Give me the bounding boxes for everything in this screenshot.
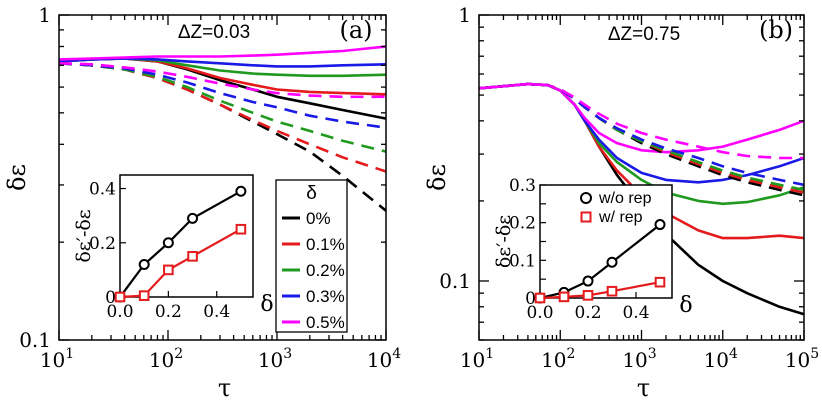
- inset-y-label: δε′-δε: [493, 215, 515, 268]
- inset-point-square: [235, 223, 247, 235]
- inset-point-circle: [582, 275, 594, 287]
- panel-label: (a): [339, 16, 372, 44]
- series-line-0-2-w-rep: [479, 82, 804, 192]
- inset-point-circle: [654, 219, 666, 231]
- inset-point-square: [558, 291, 570, 303]
- x-tick-label: 102: [149, 346, 183, 372]
- inset-x-tick-label: 0.0: [526, 303, 553, 323]
- y-tick-label: 1: [458, 3, 471, 27]
- legend-label: 0.5%: [306, 313, 345, 332]
- x-axis-label: τ: [218, 374, 231, 402]
- inset-point-square: [114, 291, 126, 303]
- series-line-0-1-w-rep: [479, 82, 804, 194]
- x-tick-label: 101: [40, 346, 74, 372]
- inset-point-square: [187, 251, 198, 262]
- inset-y-tick-label: 0.2: [89, 234, 116, 254]
- y-tick-label: 0.1: [19, 328, 51, 352]
- inset-x-label: δ: [679, 293, 692, 318]
- y-axis-label: δε: [423, 164, 451, 191]
- x-tick-label: 103: [258, 346, 292, 372]
- plot-frame: [58, 14, 387, 341]
- annotation-delta-z: ΔZ=0.75: [608, 24, 680, 45]
- series-line-0-5--norep: [59, 45, 386, 61]
- series-line-0-5-w-rep: [479, 82, 804, 160]
- inset: 0.0 0.2 0.4 0 0.2 0.4 δ δε′-δε: [73, 174, 274, 322]
- y-tick-label: 1: [38, 3, 51, 27]
- x-tick-label: 104: [367, 346, 401, 372]
- inset: 0.0 0.2 0.4 0 0.1 0.2 0.3 δ δε′-δε w/o rep w/ rep: [493, 176, 693, 323]
- inset-y-tick-label: 0: [105, 288, 116, 308]
- inset-x-label: δ: [260, 292, 273, 317]
- inset-y-tick-label: 0.2: [509, 214, 536, 234]
- legend-label: 0.2%: [306, 261, 345, 280]
- inset-frame: [119, 174, 254, 298]
- x-tick-label: 102: [541, 346, 575, 372]
- legend-frame: [275, 179, 348, 333]
- x-tick-label: 104: [704, 346, 738, 372]
- inset-point-square: [534, 292, 546, 304]
- inset-point-circle: [138, 258, 150, 270]
- x-tick-label: 101: [460, 346, 494, 372]
- inset-point-circle: [187, 212, 199, 224]
- annotation-delta-z: ΔZ=0.03: [178, 22, 250, 43]
- inset-point-square: [163, 264, 174, 276]
- inset-legend-label: w/o rep: [598, 190, 652, 207]
- series-line-0-w-rep: [479, 82, 804, 197]
- legend-label: 0.3%: [306, 287, 345, 306]
- series-line-0-5-w-rep: [59, 62, 386, 99]
- series-group: [59, 45, 386, 212]
- inset-y-tick-label: 0: [525, 289, 536, 309]
- inset-legend-label: w/ rep: [598, 209, 643, 226]
- inset-x-tick-label: 0.0: [106, 302, 133, 322]
- inset-point-circle: [235, 185, 247, 197]
- series-line-0-3-w-rep: [479, 82, 804, 187]
- inset-x-tick-label: 0.4: [622, 303, 649, 323]
- y-axis-label: δε: [3, 164, 31, 191]
- inset-x-tick-label: 0.2: [155, 302, 182, 322]
- inset-point-square: [582, 290, 594, 301]
- inset-point-circle: [606, 256, 618, 268]
- inset-y-label: δε′-δε: [73, 209, 95, 262]
- legend-label: 0.1%: [306, 235, 345, 254]
- inset-x-tick-label: 0.2: [574, 303, 601, 323]
- series-line-0-5--norep: [479, 82, 804, 154]
- inset-frame: [539, 184, 673, 299]
- legend-label: 0%: [306, 209, 331, 228]
- series-group: [479, 82, 804, 316]
- inset-point-square: [606, 285, 618, 297]
- x-tick-label: 105: [785, 346, 819, 372]
- inset-legend-marker: [580, 211, 592, 223]
- panel-label: (b): [759, 16, 793, 44]
- inset-y-tick-label: 0.3: [509, 176, 536, 196]
- inset-point-square: [654, 276, 666, 288]
- inset-point-circle: [162, 237, 174, 249]
- inset-y-tick-label: 0.1: [509, 251, 536, 271]
- inset-x-tick-label: 0.4: [203, 302, 230, 322]
- legend-title: δ: [306, 183, 317, 204]
- inset-legend-marker: [580, 192, 592, 204]
- legend: δ 0% 0.1% 0.2% 0.3% 0.5%: [275, 179, 348, 333]
- inset-y-tick-label: 0.4: [89, 180, 116, 200]
- inset-point-square: [138, 290, 150, 301]
- x-axis-label: τ: [637, 374, 650, 402]
- y-tick-label: 0.1: [439, 269, 471, 293]
- x-tick-label: 103: [622, 346, 656, 372]
